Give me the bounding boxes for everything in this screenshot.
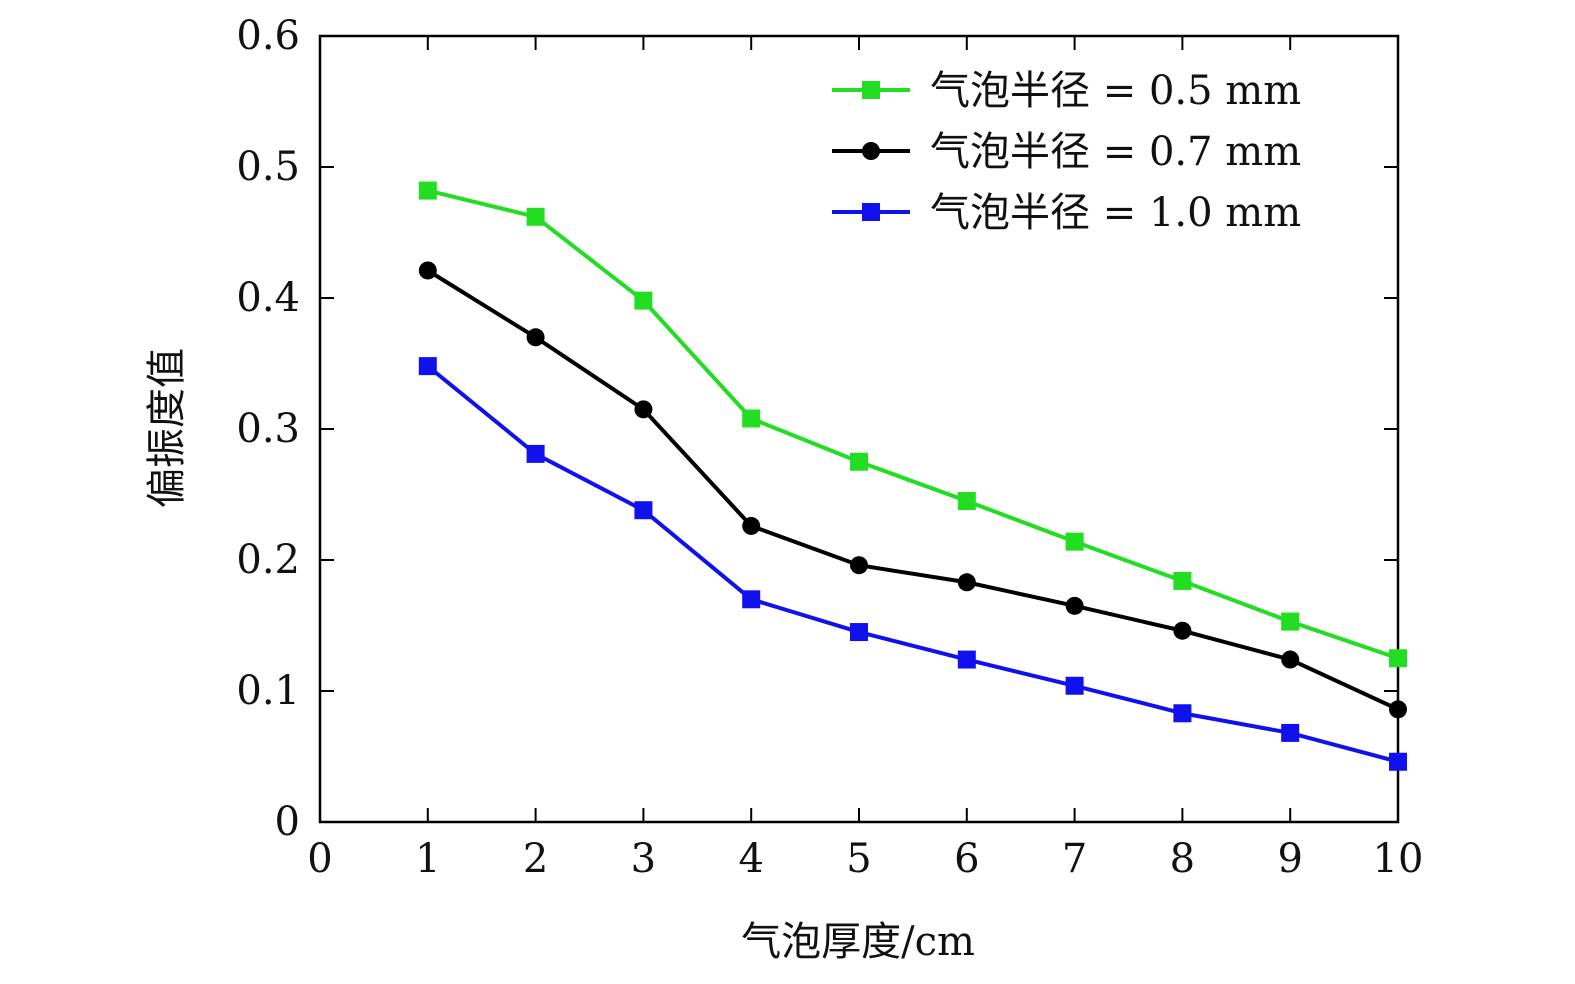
y-tick-label: 0.2 (236, 537, 300, 583)
legend-item-3: 气泡半径 = 1.0 mm (832, 190, 1301, 236)
data-point (526, 207, 545, 226)
data-point (418, 261, 437, 280)
data-point (634, 291, 653, 310)
legend: 气泡半径 = 0.5 mm 气泡半径 = 0.7 mm 气泡半径 = 1.0 mm (832, 68, 1301, 236)
x-axis-title: 气泡厚度/cm (741, 919, 975, 965)
data-point (1173, 571, 1192, 590)
data-point (634, 400, 653, 419)
data-point (1065, 532, 1084, 551)
y-tick-label: 0.1 (236, 668, 300, 714)
x-tick-label: 5 (846, 836, 871, 882)
x-tick-label: 4 (738, 836, 763, 882)
y-tick-label: 0.4 (236, 275, 300, 321)
series-layer (418, 181, 1407, 771)
data-point (1281, 612, 1300, 631)
x-tick-label: 3 (631, 836, 656, 882)
x-tick-label: 6 (954, 836, 979, 882)
data-point (526, 328, 545, 347)
data-point (742, 516, 761, 535)
legend-label: 气泡半径 = 1.0 mm (930, 190, 1301, 236)
legend-item-1: 气泡半径 = 0.5 mm (832, 68, 1301, 114)
data-point (418, 181, 437, 200)
series-1 (418, 181, 1407, 668)
x-tick-label: 7 (1062, 836, 1087, 882)
legend-marker (862, 81, 880, 99)
data-point (1065, 596, 1084, 615)
series-line (427, 188, 1399, 661)
data-point (418, 357, 437, 376)
y-axis-title: 偏振度值 (144, 348, 190, 508)
data-point (634, 501, 653, 520)
data-point (1173, 704, 1192, 723)
data-point (1281, 723, 1300, 742)
data-point (1389, 700, 1407, 719)
data-point (957, 492, 976, 511)
y-axis: 0 0.1 0.2 0.3 0.4 0.5 0.6 (236, 13, 1398, 845)
series-2 (418, 261, 1407, 719)
data-point (850, 556, 868, 575)
y-tick-label: 0.6 (236, 13, 300, 59)
data-point (957, 650, 976, 669)
series-line (426, 364, 1399, 764)
data-point (526, 444, 545, 463)
legend-item-2: 气泡半径 = 0.7 mm (832, 129, 1301, 175)
data-point (1065, 676, 1084, 695)
data-point (1173, 621, 1192, 640)
data-point (1281, 650, 1300, 669)
data-point (742, 590, 761, 609)
legend-label: 气泡半径 = 0.7 mm (930, 129, 1301, 175)
data-point (1389, 649, 1407, 668)
x-tick-label: 9 (1277, 836, 1302, 882)
x-axis: 0 1 2 3 4 5 6 7 8 9 10 (307, 36, 1423, 882)
series-3 (418, 357, 1407, 771)
data-point (1389, 752, 1407, 771)
data-point (850, 623, 868, 642)
y-tick-label: 0 (275, 799, 300, 845)
x-tick-label: 1 (415, 836, 440, 882)
data-point (742, 409, 761, 428)
x-tick-label: 8 (1170, 836, 1195, 882)
data-point (850, 452, 868, 471)
y-tick-label: 0.5 (236, 144, 300, 190)
x-tick-label: 0 (307, 836, 332, 882)
legend-label: 气泡半径 = 0.5 mm (930, 68, 1301, 114)
series-line (426, 268, 1399, 712)
legend-marker (862, 142, 880, 160)
x-tick-label: 2 (523, 836, 548, 882)
y-tick-label: 0.3 (236, 406, 300, 452)
data-point (957, 573, 976, 592)
x-tick-label: 10 (1373, 836, 1424, 882)
legend-marker (862, 203, 880, 221)
